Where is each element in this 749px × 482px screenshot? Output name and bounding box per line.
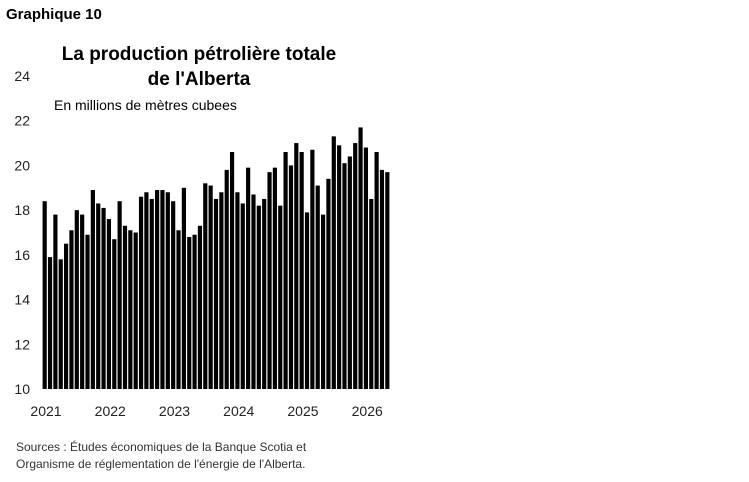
bar bbox=[294, 143, 299, 389]
bar bbox=[53, 214, 58, 389]
y-tick-label: 24 bbox=[14, 68, 30, 84]
bar bbox=[278, 205, 283, 389]
bar bbox=[106, 219, 112, 389]
bar bbox=[299, 152, 304, 389]
bar bbox=[358, 127, 363, 390]
bar bbox=[326, 178, 331, 389]
bar bbox=[240, 203, 245, 389]
bar bbox=[47, 257, 53, 389]
bar bbox=[251, 194, 256, 389]
bar bbox=[229, 152, 235, 389]
bar bbox=[208, 185, 213, 389]
bar bbox=[117, 201, 122, 389]
chart-title: La production pétrolière totale de l'Alb… bbox=[40, 42, 358, 92]
y-tick-label: 14 bbox=[14, 292, 30, 308]
y-tick-label: 22 bbox=[14, 113, 30, 129]
bar bbox=[149, 198, 154, 389]
y-tick-label: 12 bbox=[14, 336, 30, 352]
x-tick-label: 2023 bbox=[159, 403, 190, 419]
y-axis: 10 12 14 16 18 20 22 24 bbox=[14, 68, 30, 397]
bar bbox=[112, 239, 117, 389]
bar bbox=[288, 165, 294, 389]
bar bbox=[176, 230, 181, 389]
bar bbox=[363, 147, 368, 389]
bar bbox=[246, 167, 251, 389]
bar bbox=[219, 192, 224, 389]
x-tick-label: 2024 bbox=[223, 403, 254, 419]
bar bbox=[155, 190, 160, 389]
bar bbox=[138, 196, 144, 389]
bar bbox=[272, 167, 277, 389]
source-note: Sources : Études économiques de la Banqu… bbox=[16, 439, 306, 473]
bar bbox=[331, 136, 336, 389]
x-tick-label: 2021 bbox=[30, 403, 61, 419]
bar bbox=[90, 190, 95, 389]
x-tick-label: 2022 bbox=[95, 403, 126, 419]
bar bbox=[69, 230, 74, 389]
x-tick-label: 2026 bbox=[352, 403, 383, 419]
bar bbox=[42, 201, 47, 389]
x-axis: 2021 2022 2023 2024 2025 2026 bbox=[30, 403, 383, 419]
y-tick-label: 10 bbox=[14, 381, 30, 397]
chart-title-line1: La production pétrolière totale bbox=[61, 44, 337, 65]
bar bbox=[347, 156, 352, 389]
bar bbox=[197, 225, 203, 389]
source-line1: Sources : Études économiques de la Banqu… bbox=[16, 440, 307, 454]
graph-label: Graphique 10 bbox=[6, 6, 102, 23]
bar bbox=[267, 172, 272, 389]
x-tick-label: 2025 bbox=[287, 403, 318, 419]
bar bbox=[304, 212, 310, 389]
bar bbox=[310, 149, 315, 389]
bar bbox=[337, 145, 342, 389]
bar bbox=[58, 259, 63, 389]
bar bbox=[64, 243, 69, 389]
bar bbox=[160, 190, 165, 389]
bar bbox=[369, 198, 374, 389]
y-tick-label: 20 bbox=[14, 157, 30, 173]
bar bbox=[101, 207, 106, 389]
bar bbox=[283, 152, 288, 389]
bar bbox=[213, 198, 219, 389]
bar bbox=[224, 169, 229, 389]
bar bbox=[187, 236, 192, 389]
bar bbox=[85, 234, 90, 389]
bar bbox=[256, 205, 261, 389]
bar bbox=[262, 198, 267, 389]
bar bbox=[235, 192, 240, 389]
bar bbox=[165, 192, 170, 389]
bar bbox=[379, 169, 385, 389]
bar bbox=[144, 192, 149, 389]
bar bbox=[353, 143, 358, 389]
chart-subtitle: En millions de mètres cubees bbox=[54, 97, 237, 113]
chart-title-line2: de l'Alberta bbox=[147, 69, 251, 90]
bar bbox=[181, 187, 186, 389]
bar bbox=[133, 232, 138, 389]
bar bbox=[315, 185, 320, 389]
bars-group bbox=[42, 127, 390, 390]
bar bbox=[342, 163, 347, 389]
bar bbox=[192, 234, 197, 389]
bar bbox=[122, 225, 128, 389]
bar bbox=[385, 172, 390, 389]
bar bbox=[128, 230, 133, 389]
bar bbox=[96, 203, 101, 389]
y-tick-label: 16 bbox=[14, 247, 30, 263]
bar bbox=[74, 210, 79, 389]
bar bbox=[320, 214, 326, 389]
source-line2: Organisme de réglementation de l'énergie… bbox=[16, 457, 306, 471]
y-tick-label: 18 bbox=[14, 202, 30, 218]
bar bbox=[80, 214, 85, 389]
bar bbox=[203, 183, 208, 389]
bar bbox=[171, 201, 176, 389]
bar bbox=[374, 152, 379, 389]
